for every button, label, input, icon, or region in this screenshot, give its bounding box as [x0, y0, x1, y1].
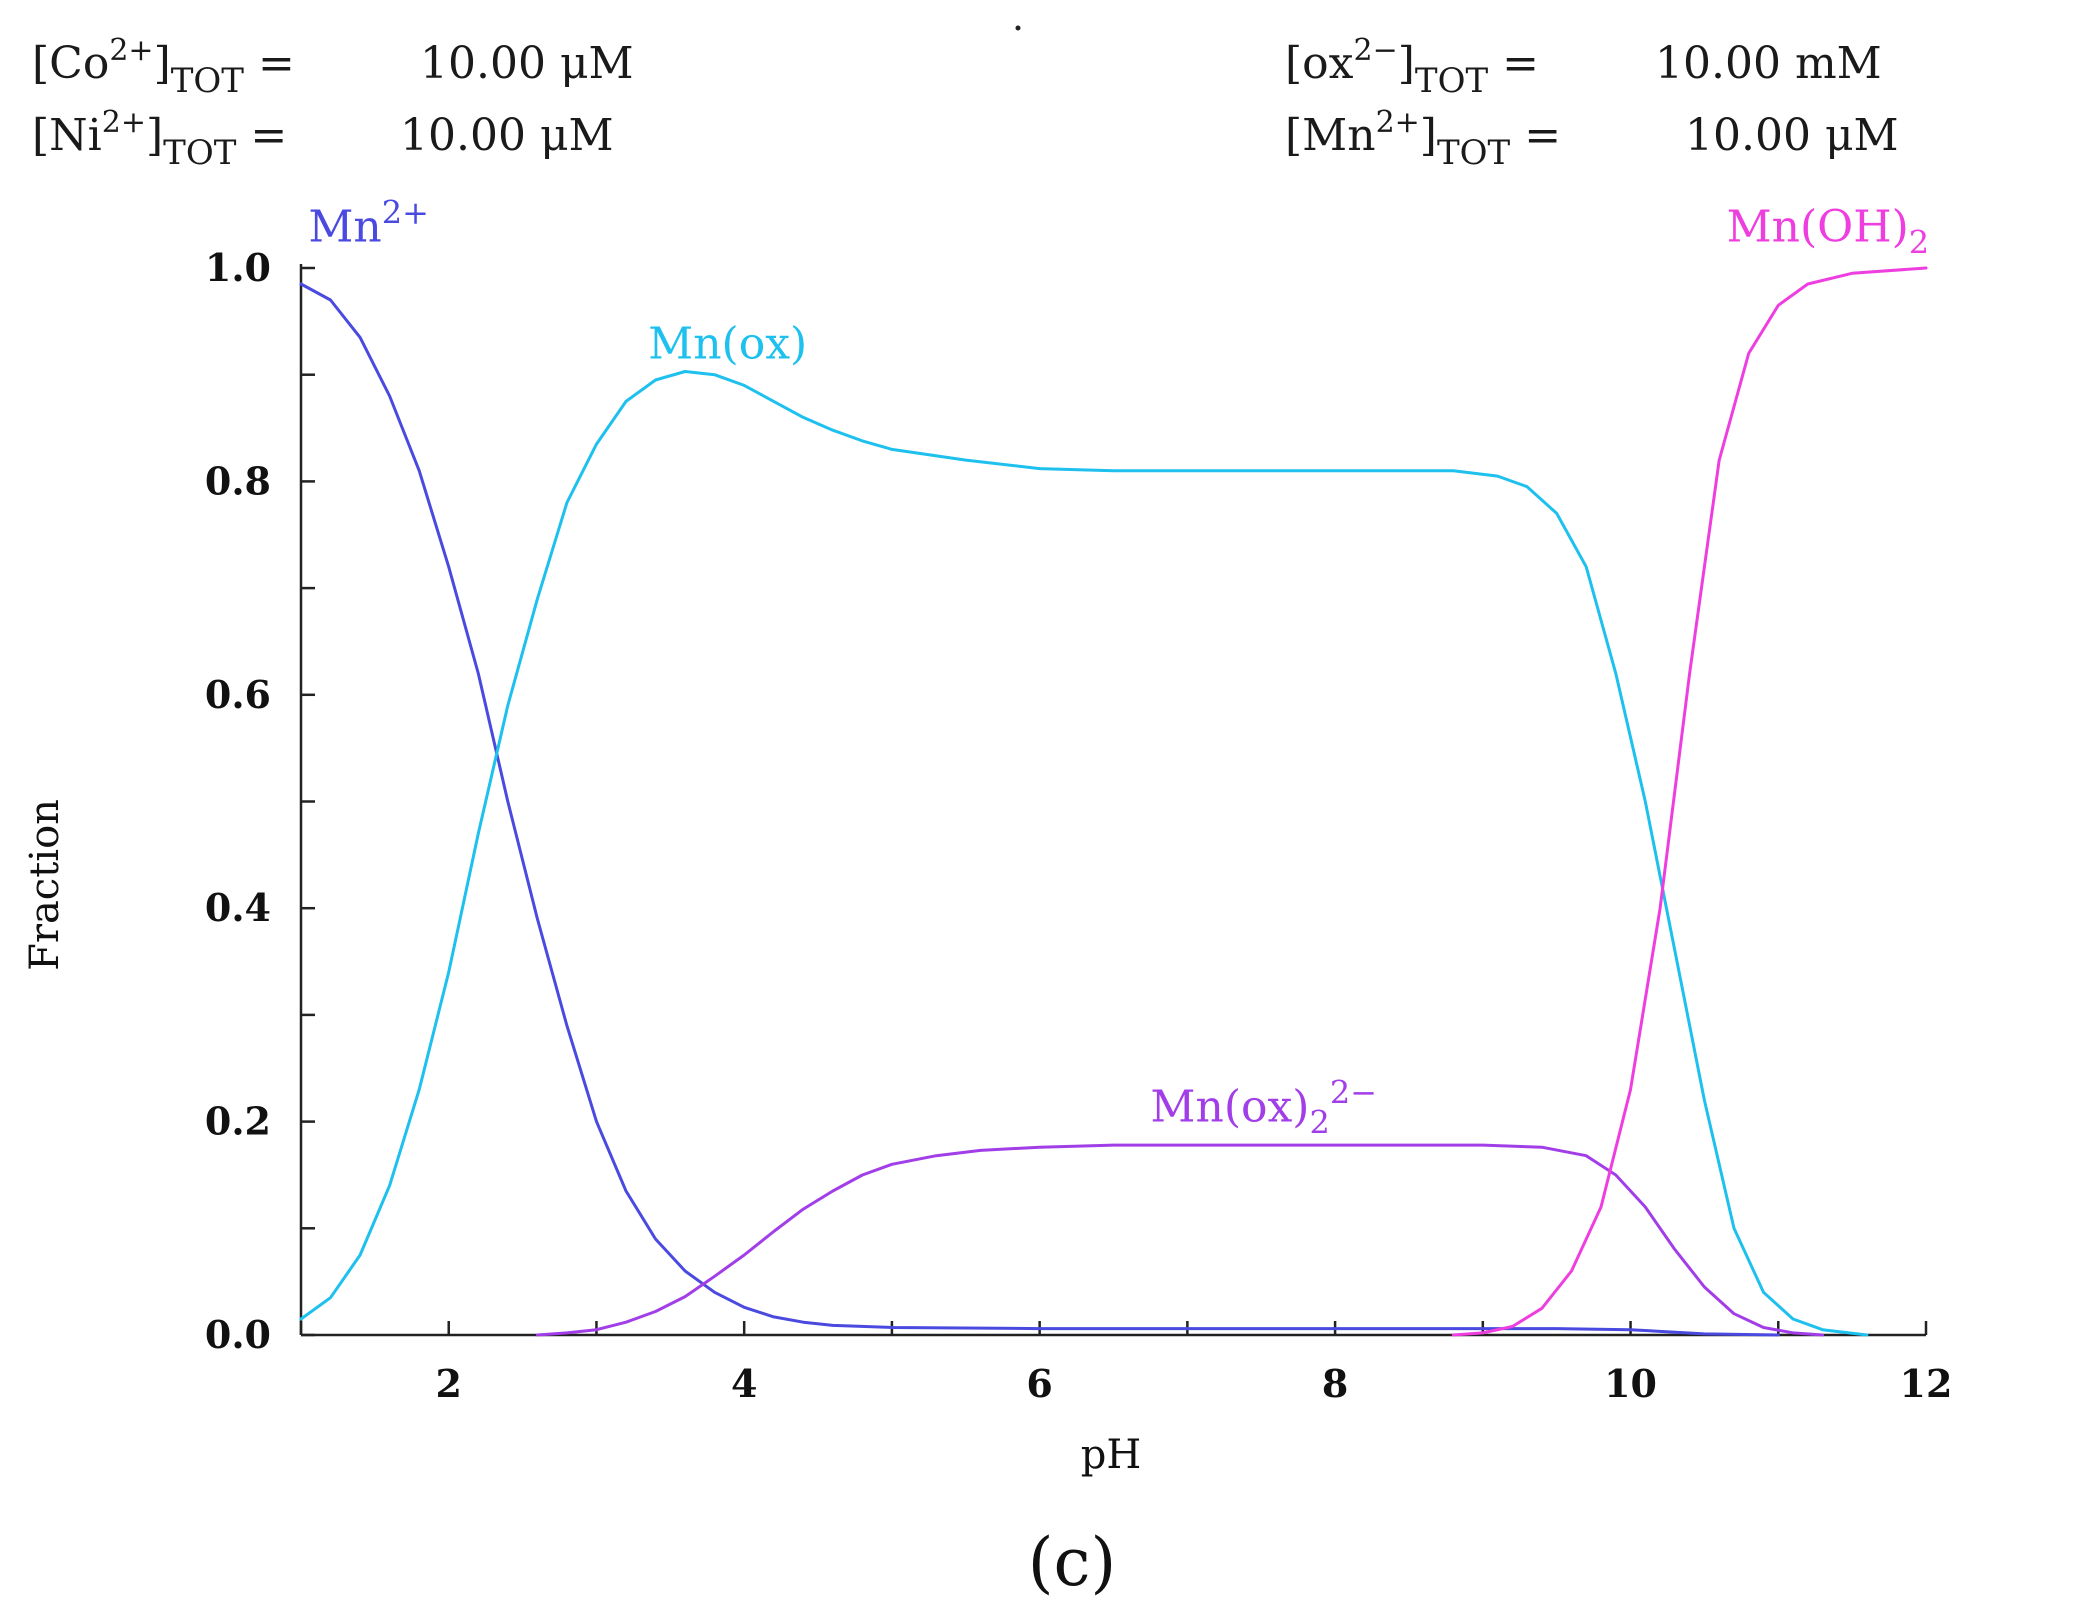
x-tick-label: 4 [731, 1361, 757, 1406]
x-tick-label: 2 [436, 1361, 462, 1406]
axes: 0.0 0.2 0.4 0.6 0.8 1.0 2 4 6 8 10 12 [205, 245, 1953, 1406]
series-labels: Mn2+ Mn(ox) Mn(ox)22− Mn(OH)2 [308, 193, 1929, 1141]
series-label-0: Mn2+ [308, 193, 429, 252]
x-axis-title: pH [1081, 1432, 1142, 1478]
param-co: [Co2+]TOT = 10.00 μM [32, 33, 634, 101]
param-ox: [ox2−]TOT = 10.00 mM [1285, 33, 1882, 101]
y-axis-title: Fraction [22, 799, 68, 971]
y-tick-label: 0.6 [205, 672, 271, 717]
series-line-2 [535, 1143, 1825, 1337]
series-lines [299, 266, 1928, 1337]
x-tick-label: 12 [1900, 1361, 1953, 1406]
x-tick-label: 10 [1604, 1361, 1657, 1406]
y-tick-label: 0.2 [205, 1099, 271, 1144]
y-tick-label: 1.0 [205, 245, 271, 290]
series-line-1 [299, 370, 1869, 1337]
y-ticks: 0.0 0.2 0.4 0.6 0.8 1.0 [205, 245, 315, 1357]
x-tick-label: 8 [1322, 1361, 1348, 1406]
x-ticks: 2 4 6 8 10 12 [299, 1321, 1953, 1406]
figure-caption: (c) [1028, 1524, 1116, 1601]
y-tick-label: 0.4 [205, 885, 271, 930]
param-ni: [Ni2+]TOT = 10.00 μM [32, 105, 614, 173]
series-label-3: Mn(OH)2 [1727, 201, 1930, 261]
series-label-2: Mn(ox)22− [1150, 1074, 1377, 1142]
x-tick-label: 6 [1026, 1361, 1052, 1406]
series-line-3 [1451, 266, 1928, 1337]
stray-dot [1015, 25, 1021, 31]
parameter-block: [Co2+]TOT = 10.00 μM [Ni2+]TOT = 10.00 μ… [32, 25, 1899, 173]
series-label-1: Mn(ox) [648, 319, 807, 370]
param-mn: [Mn2+]TOT = 10.00 μM [1285, 105, 1899, 173]
y-tick-label: 0.0 [205, 1312, 271, 1357]
series-line-0 [299, 282, 1780, 1337]
y-tick-label: 0.8 [205, 458, 271, 503]
